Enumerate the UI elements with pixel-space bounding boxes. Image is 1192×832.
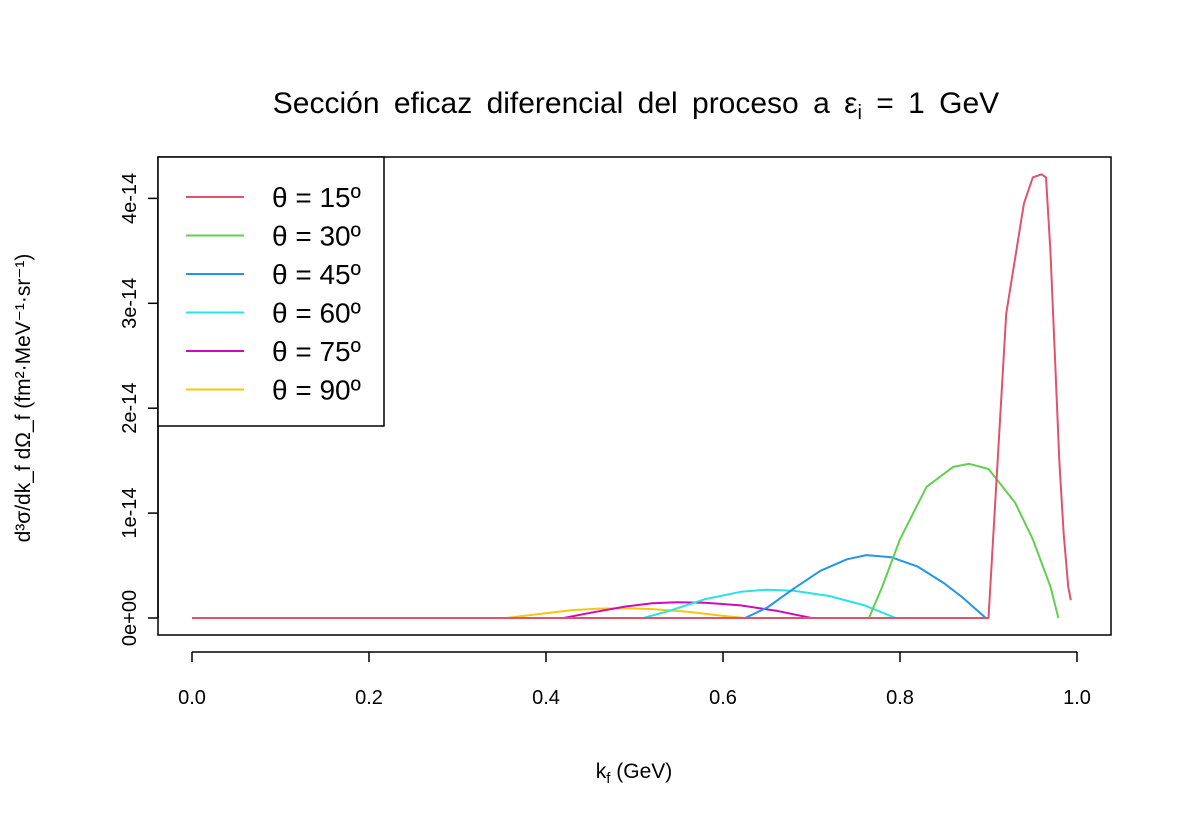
series-layer bbox=[192, 173, 1072, 619]
y-tick-label: 0e+00 bbox=[119, 590, 141, 646]
chart-title-main: Sección eficaz diferencial del proceso a bbox=[273, 87, 844, 120]
y-tick-label: 3e-14 bbox=[119, 278, 141, 329]
legend-items: θ = 15º θ = 30º θ = 45º θ = 60º θ = 75º θ = 9… bbox=[186, 182, 361, 406]
legend-label-theta-75: θ = 75º bbox=[272, 336, 361, 367]
x-axis-label: kf (GeV) bbox=[596, 760, 673, 787]
y-axis: 0e+00 1e-14 2e-14 3e-14 4e-14 bbox=[119, 173, 159, 646]
legend-label-theta-90: θ = 90º bbox=[272, 375, 361, 406]
legend-box bbox=[157, 156, 385, 427]
x-axis: 0.0 0.2 0.4 0.6 0.8 1.0 bbox=[178, 651, 1091, 709]
x-tick-label: 0.4 bbox=[532, 687, 560, 709]
y-tick-label: 2e-14 bbox=[119, 383, 141, 434]
chart-title-subscript: i bbox=[857, 102, 861, 124]
x-tick-label: 0.2 bbox=[355, 687, 383, 709]
y-axis-label: d³σ/dk_f dΩ_f (fm²·MeV⁻¹·sr⁻¹) bbox=[12, 254, 35, 543]
x-tick-label: 0.6 bbox=[709, 687, 737, 709]
legend-label-theta-30: θ = 30º bbox=[272, 221, 361, 252]
x-tick-label: 0.0 bbox=[178, 687, 206, 709]
series-line-theta-75 bbox=[192, 601, 812, 619]
legend-label-theta-60: θ = 60º bbox=[272, 298, 361, 329]
series-line-theta-60 bbox=[192, 588, 896, 619]
y-tick-label: 1e-14 bbox=[119, 488, 141, 539]
x-tick-label: 0.8 bbox=[886, 687, 914, 709]
legend-label-theta-45: θ = 45º bbox=[272, 259, 361, 290]
chart-title: Sección eficaz diferencial del proceso a… bbox=[273, 87, 999, 124]
x-axis-label-sub: f bbox=[606, 770, 611, 787]
series-line-theta-30 bbox=[192, 462, 1060, 619]
series-line-theta-45 bbox=[192, 554, 987, 619]
y-tick-label: 4e-14 bbox=[119, 173, 141, 224]
x-tick-label: 1.0 bbox=[1063, 687, 1091, 709]
chart-title-rest: = 1 GeV bbox=[862, 87, 999, 120]
chart-title-symbol: ε bbox=[844, 87, 857, 120]
legend-label-theta-15: θ = 15º bbox=[272, 182, 361, 213]
series-line-theta-15 bbox=[192, 173, 1072, 619]
legend: θ = 15º θ = 30º θ = 45º θ = 60º θ = 75º θ = 9… bbox=[157, 156, 385, 427]
x-axis-label-rest: (GeV) bbox=[610, 760, 672, 783]
x-axis-label-base: k bbox=[596, 760, 607, 783]
